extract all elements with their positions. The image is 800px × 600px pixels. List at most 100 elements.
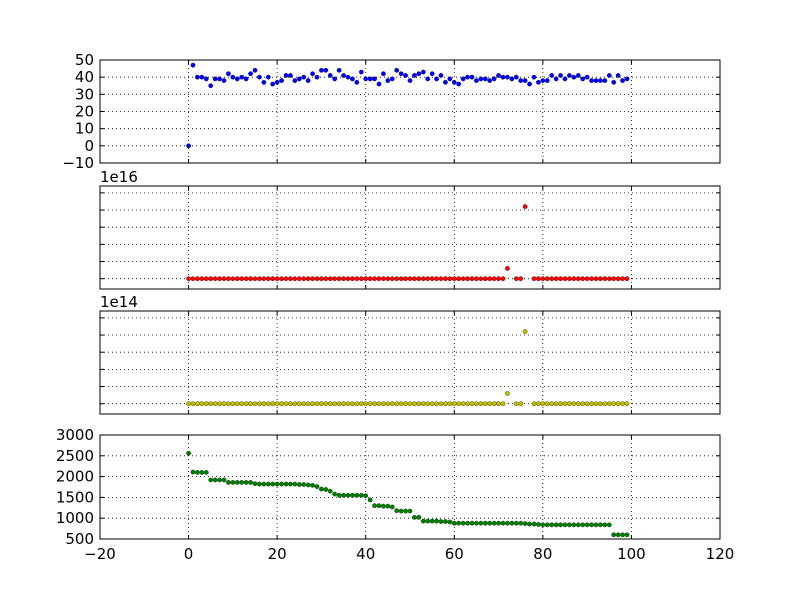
data-point (274, 401, 280, 407)
data-point (558, 276, 563, 282)
data-point (190, 469, 196, 475)
data-point (305, 78, 311, 83)
data-point (319, 67, 324, 73)
data-point (257, 481, 262, 487)
data-point (279, 276, 284, 282)
data-point (482, 401, 488, 407)
y-tick-label: 50 (75, 51, 94, 69)
data-point (221, 401, 227, 407)
y-tick-label: 2000 (56, 468, 94, 486)
data-point (270, 481, 276, 487)
data-point (412, 276, 417, 282)
y-tick-label: 2500 (56, 447, 94, 465)
x-tick-label: 60 (445, 545, 464, 563)
data-point (575, 73, 581, 78)
panel-3-points (186, 329, 630, 407)
x-tick-label: 80 (533, 545, 552, 563)
data-point (589, 78, 594, 83)
data-point (283, 276, 289, 282)
data-point (261, 79, 267, 85)
data-point (496, 73, 501, 78)
data-point (252, 401, 258, 407)
data-point (496, 401, 501, 407)
data-point (447, 276, 453, 282)
panel-3-exponent: 1e14 (100, 293, 138, 311)
data-point (190, 276, 196, 282)
data-point (252, 276, 258, 282)
data-point (230, 276, 236, 282)
data-point (327, 73, 333, 78)
data-point (248, 276, 253, 282)
data-point (367, 276, 373, 282)
data-point (257, 401, 262, 407)
data-point (363, 401, 369, 407)
x-tick-label: 100 (617, 545, 646, 563)
data-point (575, 276, 581, 282)
data-point (403, 276, 408, 282)
data-point (283, 401, 289, 407)
data-point (474, 520, 479, 526)
data-point (323, 67, 329, 73)
data-point (350, 401, 355, 407)
panel-1-points (186, 62, 630, 149)
y-tick-label: 0 (84, 137, 94, 155)
data-point (332, 276, 338, 282)
data-point (615, 276, 621, 282)
data-point (283, 481, 289, 487)
data-point (403, 401, 408, 407)
data-point (288, 401, 293, 407)
data-point (336, 276, 342, 282)
data-point (195, 74, 200, 80)
data-point (567, 522, 572, 528)
panel-4-ticks: 500 1000 1500 2000 2500 3000 −20 0 20 40 60 80 100 12… (56, 426, 735, 563)
data-point (367, 401, 373, 407)
data-point (296, 276, 302, 282)
data-point (482, 520, 488, 526)
data-point (465, 276, 470, 282)
data-point (265, 481, 271, 487)
data-point (261, 401, 267, 407)
data-point (482, 276, 488, 282)
data-point (509, 520, 515, 526)
data-point (389, 401, 395, 407)
data-point (292, 481, 298, 487)
x-tick-label: 40 (356, 545, 375, 563)
data-point (536, 401, 541, 407)
data-point (283, 73, 289, 78)
data-point (394, 276, 400, 282)
data-point (416, 401, 422, 407)
data-point (412, 73, 417, 78)
data-point (212, 401, 218, 407)
axes-frame (99, 59, 721, 164)
data-point (234, 276, 240, 282)
data-point (624, 401, 630, 407)
data-point (562, 522, 568, 528)
data-point (429, 518, 435, 524)
data-point (274, 79, 280, 85)
data-point (606, 276, 612, 282)
data-point (500, 520, 506, 526)
axes-frame (99, 185, 721, 290)
data-point (500, 401, 506, 407)
data-point (350, 492, 355, 498)
data-point (602, 276, 608, 282)
data-point (248, 71, 253, 77)
data-point (354, 276, 360, 282)
data-point (522, 329, 528, 334)
data-point (327, 276, 333, 282)
data-point (522, 78, 528, 83)
data-point (230, 74, 236, 80)
panel-4-grid (100, 435, 720, 539)
data-point (372, 503, 377, 509)
data-point (358, 492, 364, 498)
data-point (252, 67, 258, 73)
data-point (358, 69, 364, 75)
data-point (354, 79, 360, 85)
data-point (434, 76, 439, 82)
data-point (465, 401, 470, 407)
data-point (199, 74, 205, 80)
y-tick-label: 3000 (56, 426, 94, 444)
data-point (593, 276, 599, 282)
data-point (571, 276, 577, 282)
